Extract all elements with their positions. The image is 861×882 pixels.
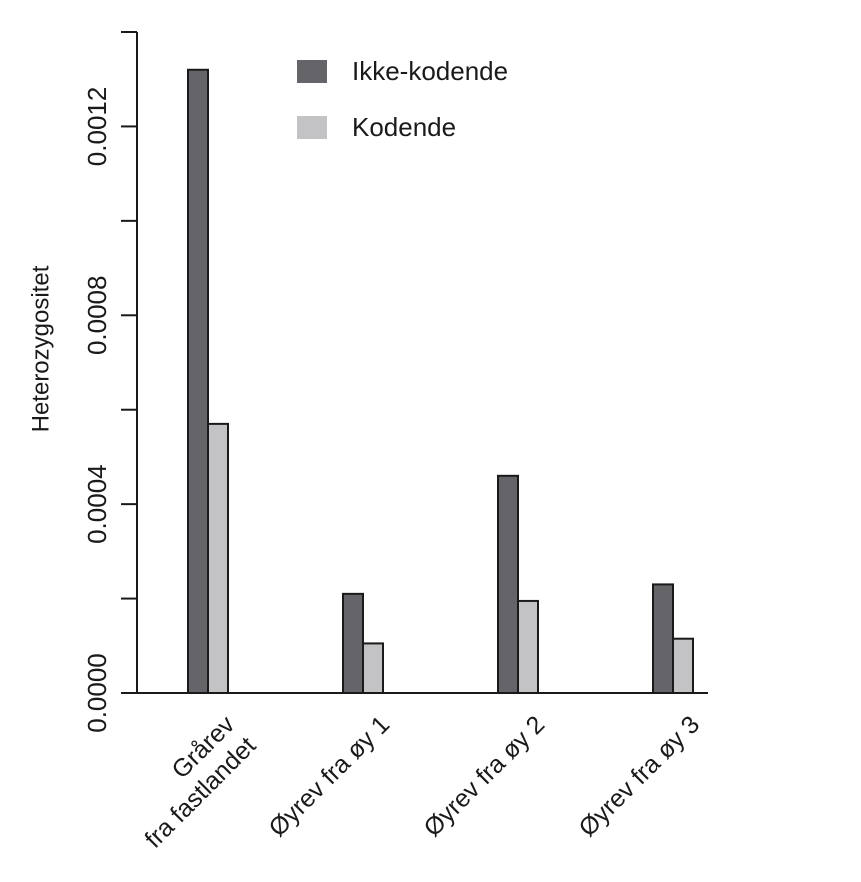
bar-kodende	[207, 422, 229, 694]
bar-ikke-kodende	[187, 68, 209, 695]
y-axis-label: Heterozygositet	[27, 265, 54, 432]
x-tick-label: Grårevfra fastlandet	[118, 710, 262, 854]
y-tick-label: 0.0008	[82, 276, 112, 356]
bar-ikke-kodende	[497, 474, 519, 695]
y-tick-label: 0.0012	[82, 87, 112, 167]
legend-label: Kodende	[352, 112, 456, 142]
legend-label: Ikke-kodende	[352, 56, 508, 86]
y-tick-label: 0.0000	[82, 653, 112, 733]
x-tick-label: Øyrev fra øy 2	[418, 710, 550, 842]
y-tick-label: 0.0004	[82, 464, 112, 544]
bar-kodende	[362, 642, 384, 694]
legend-swatch	[297, 116, 327, 139]
bar-kodende	[672, 637, 694, 694]
bar-ikke-kodende	[342, 592, 364, 694]
bars	[187, 68, 694, 695]
axes: 0.0000 0.0004 0.0008 0.0012	[82, 31, 708, 733]
x-tick-label: Øyrev fra øy 1	[263, 710, 395, 842]
bar-kodende	[517, 599, 539, 694]
legend-swatch	[297, 60, 327, 83]
bar-ikke-kodende	[652, 583, 674, 695]
x-tick-label: Øyrev fra øy 3	[573, 710, 705, 842]
legend: Ikke-kodende Kodende	[297, 56, 508, 142]
